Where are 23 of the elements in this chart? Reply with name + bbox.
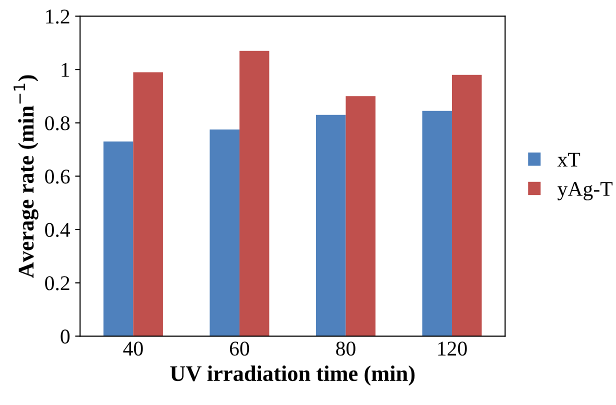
y-tick-label: 0.6 xyxy=(45,170,70,184)
x-tick-label: 60 xyxy=(230,342,250,356)
bar xyxy=(346,96,376,336)
bar xyxy=(133,72,163,336)
bar xyxy=(239,50,270,336)
y-axis-title: Average rate (min$^{−1}$) xyxy=(14,75,38,278)
x-axis-title: UV irradiation time (min) xyxy=(170,365,415,386)
x-tick-label: 80 xyxy=(336,342,356,356)
y-tick-label: 1.2 xyxy=(46,10,70,24)
bar xyxy=(103,142,134,336)
x-tick-label: 40 xyxy=(123,342,143,356)
y-tick-label: 1 xyxy=(62,63,70,77)
bar xyxy=(422,110,452,336)
y-tick-label: 0.4 xyxy=(45,222,70,238)
y-tick-label: 0 xyxy=(60,330,70,344)
bar xyxy=(210,130,240,336)
legend-label: xT xyxy=(557,152,580,166)
y-tick-label: 0.8 xyxy=(45,116,70,130)
x-tick-label: 120 xyxy=(438,342,467,356)
bar xyxy=(452,74,482,336)
y-tick-label: 0.2 xyxy=(45,276,70,290)
legend-label: yAg-T xyxy=(558,182,612,200)
bar xyxy=(316,114,346,336)
